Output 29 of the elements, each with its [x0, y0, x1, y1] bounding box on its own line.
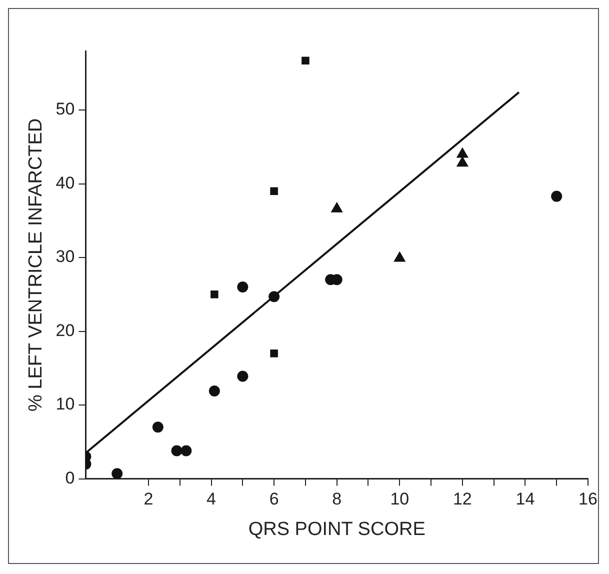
point [237, 370, 248, 382]
point [302, 56, 310, 64]
point [270, 187, 278, 196]
point [180, 445, 192, 456]
y-tick-label: 50 [56, 100, 75, 119]
point [171, 445, 182, 456]
point [112, 468, 123, 479]
y-tick-label: 20 [56, 320, 75, 340]
y-tick-label: 10 [56, 394, 75, 414]
point [152, 422, 164, 433]
x-tick-label: 12 [452, 490, 472, 509]
x-tick-label: 2 [144, 490, 154, 509]
x-tick-label: 14 [516, 490, 535, 509]
point [270, 350, 278, 358]
y-tick-label: 30 [56, 247, 75, 266]
y-tick-label: 0 [65, 468, 75, 488]
x-tick-label: 16 [578, 490, 598, 509]
point [208, 386, 220, 397]
x-tick-label: 4 [206, 490, 216, 509]
y-axis-title: % LEFT VENTRICLE INFARCTED [26, 118, 47, 412]
x-tick-label: 8 [332, 490, 342, 509]
point [210, 290, 218, 298]
x-tick-label: 6 [269, 490, 279, 509]
point [551, 190, 562, 202]
point [268, 291, 280, 302]
y-tick-label: 40 [56, 173, 75, 192]
x-axis-title: QRS POINT SCORE [248, 518, 426, 540]
point [237, 282, 248, 293]
x-tick-label: 10 [390, 490, 410, 509]
